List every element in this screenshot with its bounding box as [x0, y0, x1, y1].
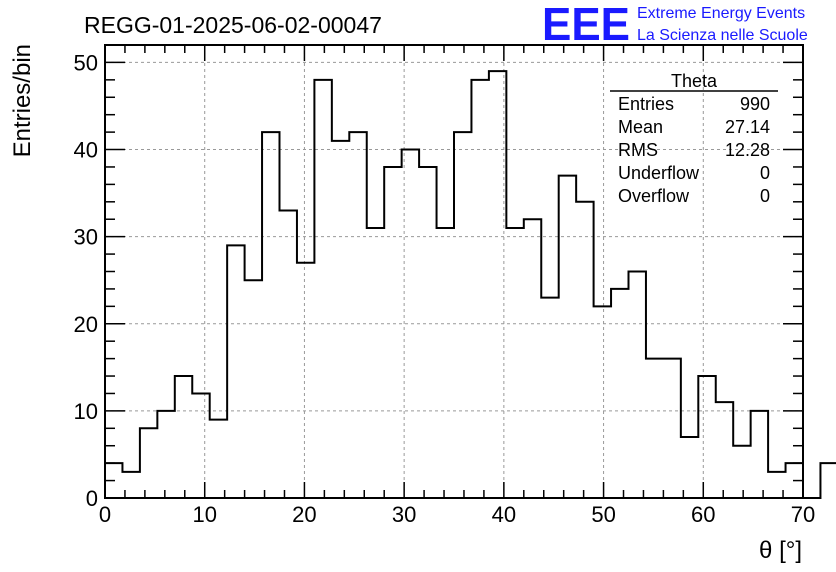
stats-title: Theta	[671, 71, 718, 91]
y-tick-label: 50	[74, 50, 98, 75]
stats-row-value: 990	[740, 94, 770, 114]
y-tick-label: 0	[86, 486, 98, 511]
y-tick-label: 20	[74, 312, 98, 337]
x-tick-label: 20	[292, 502, 316, 527]
stats-row-label: RMS	[618, 140, 658, 160]
logo-mark: EEE	[542, 0, 630, 50]
eee-logo: EEE Extreme Energy Events La Scienza nel…	[542, 0, 808, 50]
stats-row-value: 27.14	[725, 117, 770, 137]
histogram-outline	[104, 70, 836, 499]
chart-title: REGG-01-2025-06-02-00047	[84, 12, 382, 38]
stats-box: Theta Entries 990 Mean 27.14 RMS 12.28 Underfl…	[610, 71, 778, 206]
stats-row-value: 0	[760, 186, 770, 206]
tick-labels: 0 10 20 30 40 50 60 70 0 10 20 30 40 50	[74, 50, 816, 527]
stats-row-label: Mean	[618, 117, 663, 137]
logo-line-1: Extreme Energy Events	[637, 5, 805, 22]
x-tick-label: 70	[791, 502, 815, 527]
stats-row-value: 12.28	[725, 140, 770, 160]
x-tick-label: 30	[392, 502, 416, 527]
x-tick-label: 40	[492, 502, 516, 527]
logo-line-2: La Scienza nelle Scuole	[637, 27, 808, 44]
x-axis-title: θ [°]	[759, 537, 802, 564]
x-tick-label: 50	[591, 502, 615, 527]
x-tick-label: 60	[691, 502, 715, 527]
x-tick-label: 0	[99, 502, 111, 527]
stats-row-label: Underflow	[618, 163, 700, 183]
stats-row-value: 0	[760, 163, 770, 183]
stats-rows: Entries 990 Mean 27.14 RMS 12.28 Underflow 0 Ove…	[618, 94, 770, 206]
stats-row-label: Overflow	[618, 186, 690, 206]
y-tick-label: 40	[74, 138, 98, 163]
axis-ticks	[104, 44, 804, 499]
y-tick-label: 10	[74, 399, 98, 424]
y-axis-title: Entries/bin	[9, 44, 36, 157]
x-tick-label: 10	[192, 502, 216, 527]
y-tick-label: 30	[74, 225, 98, 250]
stats-row-label: Entries	[618, 94, 674, 114]
